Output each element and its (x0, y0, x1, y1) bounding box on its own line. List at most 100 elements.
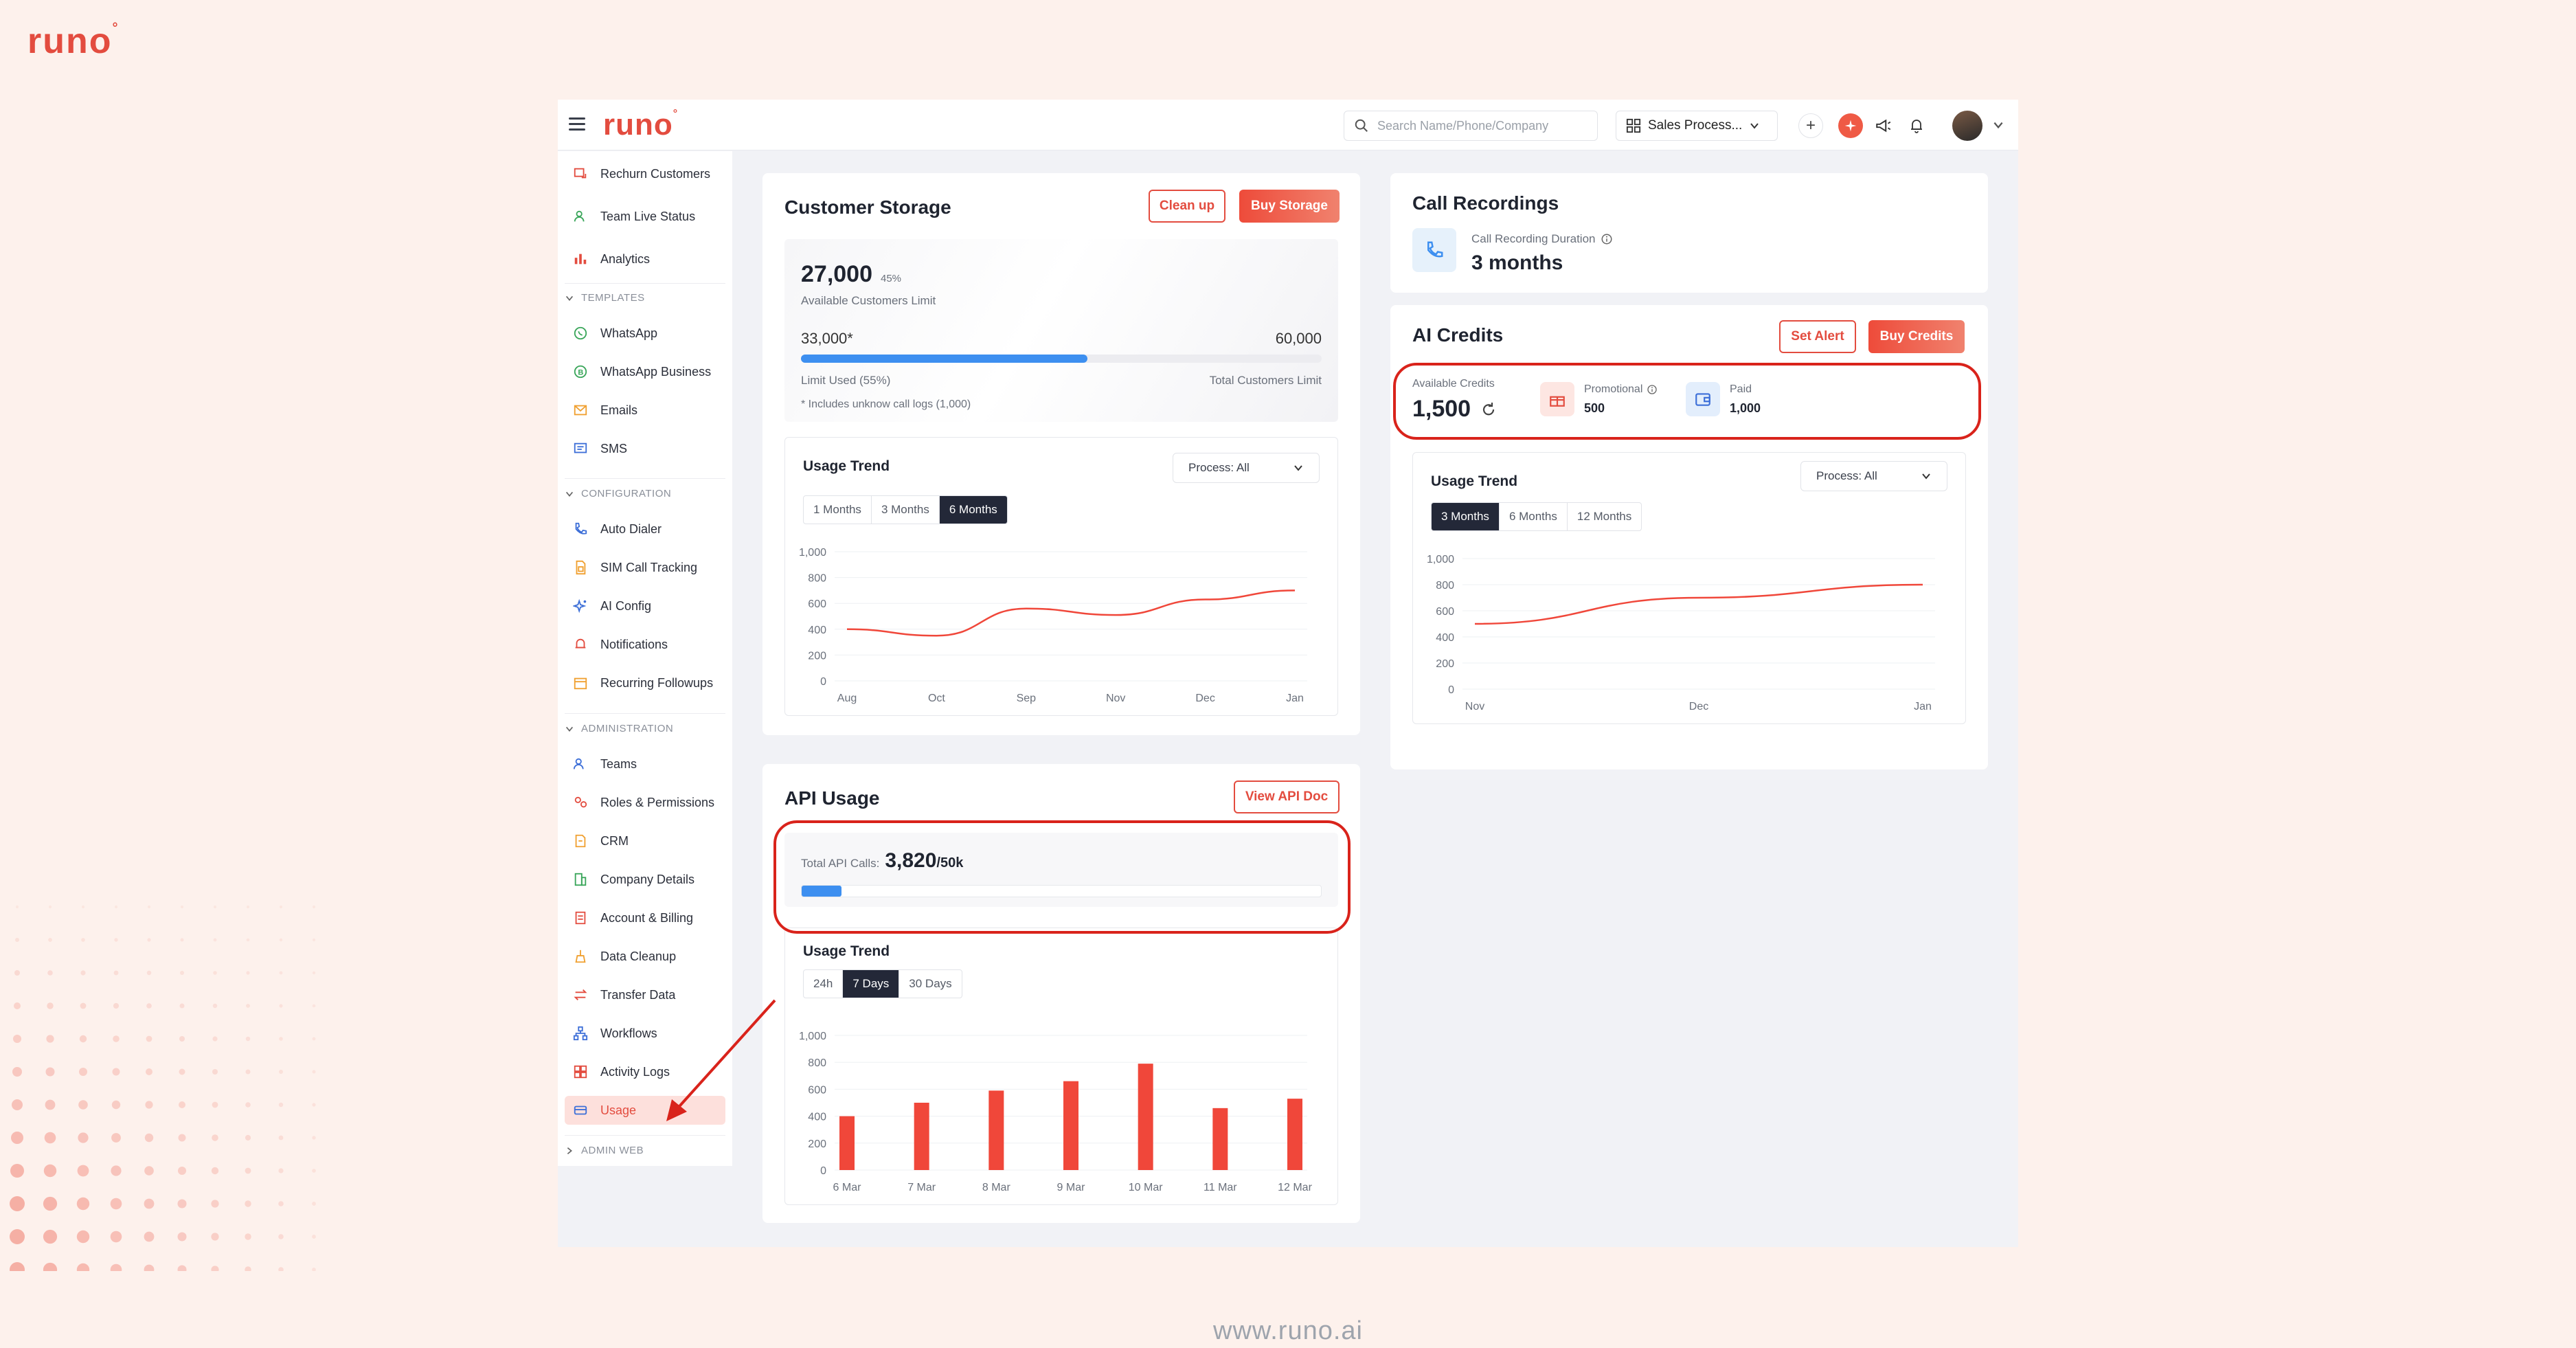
chevron-down-icon[interactable] (1992, 119, 2004, 131)
decorative-dot (212, 1101, 218, 1108)
buy-storage-button[interactable]: Buy Storage (1239, 190, 1340, 223)
chevron-right-icon (567, 1147, 572, 1154)
decorative-dot (279, 971, 283, 975)
decorative-dot (11, 1132, 23, 1144)
ai-process-filter[interactable]: Process: All (1800, 461, 1947, 491)
sidebar-section-templates[interactable]: TEMPLATES (565, 292, 645, 304)
tab-12-months[interactable]: 12 Months (1577, 510, 1632, 523)
building-icon (572, 870, 589, 888)
tab-1-months[interactable]: 1 Months (804, 496, 872, 524)
tab-7-days[interactable]: 7 Days (843, 970, 900, 998)
sidebar-section-administration[interactable]: ADMINISTRATION (565, 723, 673, 734)
info-icon[interactable] (1601, 233, 1613, 245)
tab-3-months[interactable]: 3 Months (1432, 503, 1500, 530)
process-selector[interactable]: Sales Process... (1616, 111, 1778, 141)
info-icon[interactable] (1647, 384, 1658, 395)
decorative-dot (213, 971, 217, 975)
sidebar-item-whatsapp-business[interactable]: B WhatsApp Business (565, 357, 725, 386)
sidebar-item-analytics[interactable]: Analytics (565, 245, 725, 273)
sidebar-item-team-live-status[interactable]: Team Live Status (565, 202, 725, 231)
x-tick-label: 7 Mar (907, 1182, 936, 1193)
call-recordings-title: Call Recordings (1412, 192, 1559, 214)
sidebar-item-sms[interactable]: SMS (565, 434, 725, 463)
set-alert-button[interactable]: Set Alert (1779, 320, 1856, 353)
view-api-doc-button[interactable]: View API Doc (1234, 780, 1340, 813)
api-usage-card: API Usage View API Doc Total API Calls: … (762, 764, 1360, 1223)
decorative-dot (246, 938, 250, 942)
decorative-dot (43, 1164, 57, 1178)
refresh-icon[interactable] (1480, 401, 1497, 418)
y-tick-label: 800 (808, 1057, 826, 1069)
ai-assistant-icon[interactable] (1838, 113, 1863, 138)
search-input[interactable] (1377, 118, 1583, 133)
sidebar-item-activity-logs[interactable]: Activity Logs (565, 1057, 725, 1086)
sidebar-divider (565, 713, 725, 714)
decorative-dot (113, 970, 119, 976)
sidebar-item-auto-dialer[interactable]: Auto Dialer (565, 515, 725, 543)
storage-usage-trend: Usage Trend Process: All 1 Months 3 Mont… (784, 437, 1338, 716)
avatar[interactable] (1952, 111, 1982, 141)
decorative-dot (43, 1196, 58, 1211)
app-logo[interactable]: runo° (603, 108, 679, 142)
api-total-label: Total API Calls: (801, 857, 880, 870)
tab-6-months[interactable]: 6 Months (939, 496, 1007, 524)
tab-6-months[interactable]: 6 Months (1500, 503, 1568, 530)
sidebar-item-roles-permissions[interactable]: Roles & Permissions (565, 788, 725, 817)
tab-30-days[interactable]: 30 Days (909, 977, 952, 990)
y-tick-label: 800 (808, 573, 826, 585)
sidebar-item-rechurn-customers[interactable]: Rechurn Customers (565, 159, 725, 188)
y-tick-label: 200 (808, 1138, 826, 1150)
sidebar-item-sim-call-tracking[interactable]: SIM Call Tracking (565, 553, 725, 582)
megaphone-icon[interactable] (1871, 113, 1896, 138)
user-status-icon (572, 207, 589, 225)
sidebar-item-notifications[interactable]: Notifications (565, 630, 725, 659)
workflow-icon (572, 1024, 589, 1042)
decorative-dot (312, 971, 316, 975)
y-tick-label: 800 (1436, 580, 1454, 592)
ai-trend-title: Usage Trend (1431, 473, 1518, 489)
available-customers-percent: 45% (881, 273, 902, 284)
decorative-dot (43, 1262, 58, 1271)
sidebar-item-company-details[interactable]: Company Details (565, 865, 725, 894)
chevron-down-icon (1294, 465, 1302, 471)
sidebar-item-transfer-data[interactable]: Transfer Data (565, 980, 725, 1009)
decorative-dot (144, 1231, 155, 1242)
chevron-down-icon (1922, 473, 1930, 480)
decorative-dot (213, 938, 217, 942)
bell-icon[interactable] (1904, 113, 1929, 138)
sidebar-item-teams[interactable]: Teams (565, 750, 725, 778)
sidebar-item-ai-config[interactable]: AI Config (565, 592, 725, 620)
clean-up-button[interactable]: Clean up (1149, 190, 1225, 223)
decorative-dot (144, 1264, 155, 1271)
sidebar-section-admin-web[interactable]: ADMIN WEB (565, 1145, 644, 1156)
decorative-dot (278, 1201, 284, 1206)
menu-icon[interactable] (569, 117, 585, 131)
y-tick-label: 200 (1436, 658, 1454, 670)
sidebar-item-whatsapp[interactable]: WhatsApp (565, 319, 725, 348)
decorative-dot (146, 970, 152, 976)
add-button[interactable]: + (1798, 113, 1823, 138)
sidebar-item-recurring-followups[interactable]: Recurring Followups (565, 669, 725, 697)
sidebar-item-emails[interactable]: Emails (565, 396, 725, 425)
sidebar-item-crm[interactable]: CRM (565, 827, 725, 855)
total-value: 60,000 (1275, 330, 1322, 347)
sidebar-item-data-cleanup[interactable]: Data Cleanup (565, 942, 725, 971)
sidebar-section-configuration[interactable]: CONFIGURATION (565, 488, 671, 499)
decorative-dot (312, 1037, 316, 1041)
decorative-dot (49, 906, 52, 908)
sidebar-item-workflows[interactable]: Workflows (565, 1019, 725, 1048)
decorative-dot (279, 1037, 283, 1041)
decorative-dot (144, 1166, 154, 1176)
sidebar-item-usage[interactable]: Usage (565, 1096, 725, 1125)
tab-3-months[interactable]: 3 Months (872, 496, 940, 524)
available-customers-value: 27,000 (801, 261, 872, 287)
decorative-dot (45, 1067, 55, 1077)
decorative-dot (245, 1233, 251, 1240)
promotional-value: 500 (1584, 401, 1605, 415)
decorative-dot (10, 1164, 24, 1178)
bell-icon (572, 636, 589, 653)
buy-credits-button[interactable]: Buy Credits (1868, 320, 1965, 353)
tab-24h[interactable]: 24h (804, 970, 844, 998)
sidebar-item-account-billing[interactable]: Account & Billing (565, 903, 725, 932)
storage-process-filter[interactable]: Process: All (1173, 453, 1320, 483)
